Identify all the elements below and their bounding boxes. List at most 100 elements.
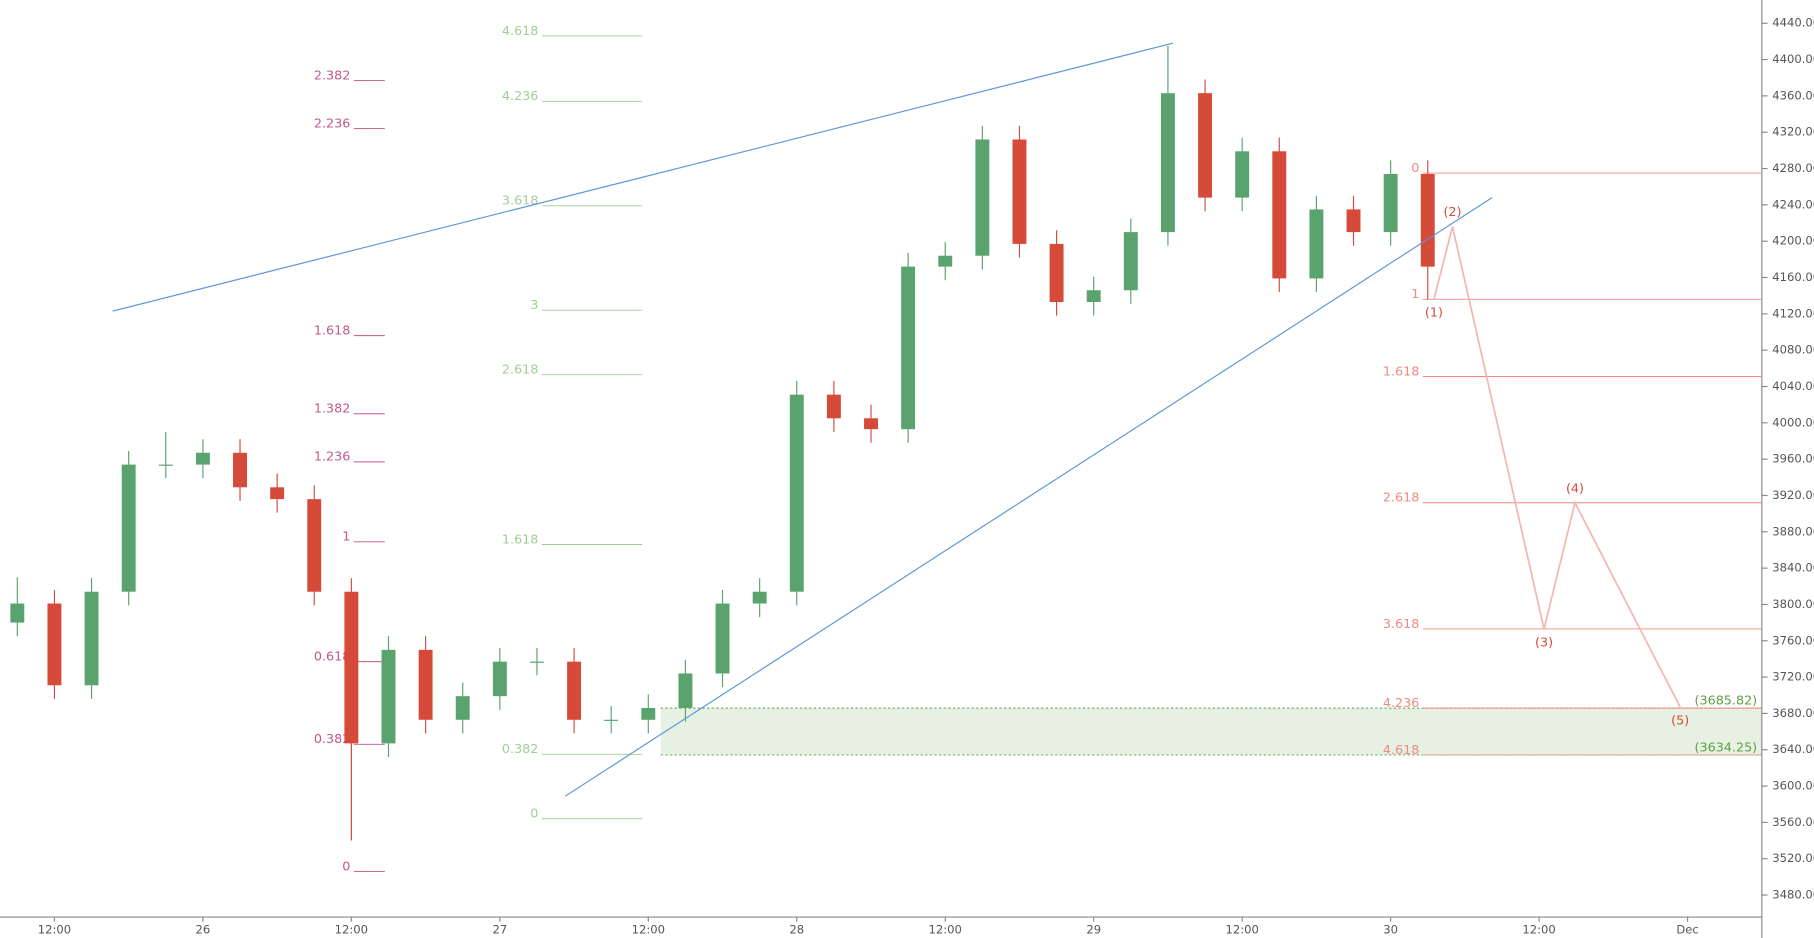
- candle-body: [381, 649, 396, 744]
- zone-label: (3634.25): [1695, 740, 1758, 755]
- y-tick-label: 3760.00: [1772, 633, 1814, 647]
- candle-body: [1012, 139, 1027, 244]
- x-tick-label: 12:00: [929, 922, 962, 936]
- fib-label: 1: [1411, 287, 1419, 302]
- fib-label: 1: [342, 530, 350, 545]
- fib-label: 4.236: [502, 89, 538, 104]
- y-tick-label: 3920.00: [1772, 488, 1814, 502]
- y-tick-label: 3520.00: [1772, 851, 1814, 865]
- wave-label: (2): [1443, 205, 1461, 220]
- y-tick-label: 3960.00: [1772, 452, 1814, 466]
- candle-body: [604, 719, 619, 721]
- wave-label: (3): [1535, 635, 1553, 650]
- x-tick-label: 12:00: [335, 922, 368, 936]
- y-tick-label: 4400.00: [1772, 52, 1814, 66]
- target-zone: [660, 708, 1762, 755]
- y-tick-label: 3600.00: [1772, 779, 1814, 793]
- candle-body: [789, 394, 804, 592]
- candle-body: [121, 464, 136, 592]
- y-tick-label: 4360.00: [1772, 88, 1814, 102]
- candle-body: [1123, 232, 1138, 291]
- wave-label: (5): [1671, 713, 1689, 728]
- fib-label: 0.618: [314, 650, 350, 665]
- candle-body: [233, 452, 247, 488]
- fib-label: 2.618: [1383, 491, 1419, 506]
- candle-body: [901, 266, 916, 430]
- candle-body: [1383, 173, 1398, 233]
- y-tick-label: 4200.00: [1772, 234, 1814, 248]
- x-tick-label: 29: [1086, 922, 1101, 936]
- trendline: [565, 197, 1493, 797]
- y-tick-label: 4000.00: [1772, 415, 1814, 429]
- fib-label: 2.618: [502, 363, 538, 378]
- y-tick-label: 3720.00: [1772, 670, 1814, 684]
- candle-body: [678, 673, 693, 708]
- x-tick-label: 12:00: [38, 922, 71, 936]
- fib-label: 4.618: [1383, 743, 1419, 758]
- fib-label: 0.382: [502, 742, 538, 757]
- candle-body: [1198, 93, 1213, 198]
- y-tick-label: 4080.00: [1772, 343, 1814, 357]
- y-tick-label: 3480.00: [1772, 888, 1814, 902]
- candle-body: [1086, 290, 1101, 303]
- x-tick-label: 12:00: [632, 922, 665, 936]
- candle-body: [938, 255, 953, 267]
- fib-label: 4.236: [1383, 696, 1419, 711]
- wave-path: [1433, 226, 1681, 708]
- fib-label: 1.618: [1383, 364, 1419, 379]
- candle-body: [270, 487, 285, 500]
- fib-label: 1.618: [502, 532, 538, 547]
- fib-label: 2.382: [314, 68, 350, 83]
- x-tick-label: 27: [492, 922, 507, 936]
- y-tick-label: 3880.00: [1772, 524, 1814, 538]
- fib-label: 3.618: [502, 194, 538, 209]
- y-tick-label: 4160.00: [1772, 270, 1814, 284]
- candle-body: [715, 603, 730, 674]
- y-tick-label: 3680.00: [1772, 706, 1814, 720]
- candle-body: [1309, 209, 1324, 279]
- candle-body: [84, 591, 99, 686]
- y-tick-label: 4240.00: [1772, 197, 1814, 211]
- fib-label: 3.618: [1383, 617, 1419, 632]
- candle-body: [10, 603, 25, 623]
- candle-body: [1420, 173, 1435, 267]
- x-tick-label: 28: [789, 922, 804, 936]
- x-tick-label: 30: [1383, 922, 1398, 936]
- fib-label: 0: [530, 807, 538, 822]
- candle-body: [47, 603, 62, 686]
- candle-body: [344, 591, 359, 744]
- candle-body: [492, 661, 507, 697]
- fib-label: 4.618: [502, 24, 538, 39]
- fib-label: 0: [342, 859, 350, 874]
- candle-body: [975, 139, 990, 256]
- x-tick-label: 12:00: [1225, 922, 1258, 936]
- candle-body: [195, 452, 210, 465]
- fib-label: 1.618: [314, 323, 350, 338]
- y-tick-label: 4280.00: [1772, 161, 1814, 175]
- candle-body: [1235, 151, 1250, 198]
- y-tick-label: 3640.00: [1772, 742, 1814, 756]
- x-tick-label: 26: [196, 922, 211, 936]
- fib-label: 1.236: [314, 450, 350, 465]
- x-tick-label: 12:00: [1522, 922, 1555, 936]
- wave-label: (4): [1566, 481, 1584, 496]
- candle-body: [1272, 151, 1287, 279]
- candle-body: [1160, 93, 1175, 233]
- candle-body: [864, 418, 878, 430]
- candle-body: [567, 661, 582, 720]
- candle-body: [529, 661, 544, 663]
- candle-body: [1346, 209, 1361, 233]
- trendline: [112, 42, 1174, 312]
- y-tick-label: 3840.00: [1772, 561, 1814, 575]
- candle-body: [1049, 243, 1064, 303]
- candle-body: [158, 464, 173, 466]
- fib-label: 0.382: [314, 732, 350, 747]
- wave-label: (1): [1425, 306, 1443, 321]
- fib-label: 3: [530, 298, 538, 313]
- candle-body: [826, 394, 841, 419]
- y-tick-label: 4440.00: [1772, 16, 1814, 30]
- fib-label: 0: [1411, 161, 1419, 176]
- y-tick-label: 4320.00: [1772, 125, 1814, 139]
- y-tick-label: 4120.00: [1772, 306, 1814, 320]
